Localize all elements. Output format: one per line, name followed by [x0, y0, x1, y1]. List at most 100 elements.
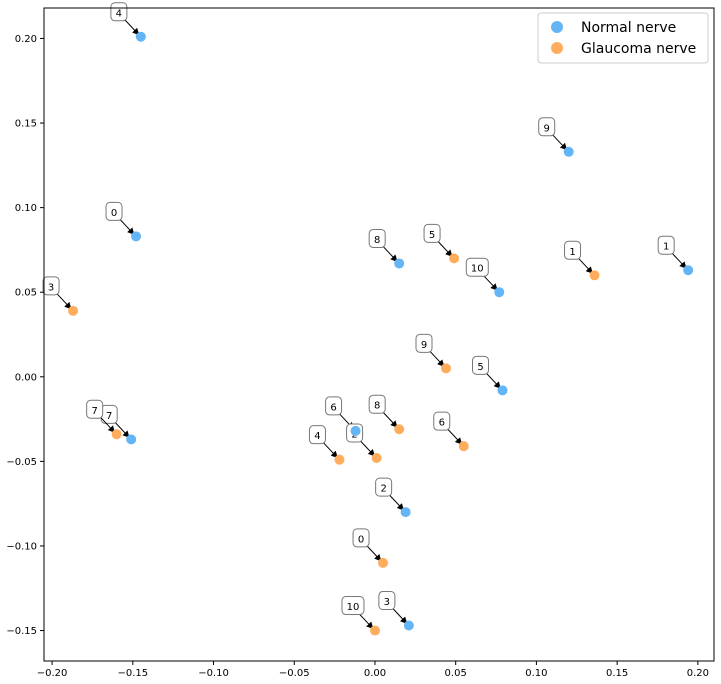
data-point	[350, 425, 361, 436]
data-point	[441, 363, 451, 374]
data-point	[589, 270, 600, 281]
annotation-arrow	[446, 427, 463, 445]
data-point	[400, 507, 411, 518]
annotation-label: 9	[544, 123, 550, 134]
axes-frame	[43, 7, 715, 662]
y-tick-label: 0.15	[15, 119, 37, 130]
data-point	[371, 452, 382, 463]
annotation-label: 2	[380, 484, 386, 495]
annotation-box	[352, 528, 370, 548]
y-tick-label: −0.05	[6, 457, 37, 468]
data-point	[369, 625, 380, 636]
annotation-label: 4	[314, 431, 320, 442]
annotation-arrow	[322, 441, 338, 459]
annotation-arrow	[55, 292, 72, 310]
annotation-box	[415, 333, 433, 353]
annotation-label: 6	[439, 418, 445, 429]
annotation-label: 8	[374, 401, 380, 412]
x-tick-label: 0.00	[364, 668, 386, 679]
annotation-box	[375, 477, 393, 497]
annotation-label: 7	[91, 406, 97, 417]
data-point	[68, 305, 79, 316]
data-point	[126, 434, 137, 445]
annotation-arrow	[359, 439, 376, 457]
data-point	[497, 385, 508, 396]
annotation-label: 8	[374, 235, 380, 246]
x-tick-label: −0.10	[198, 668, 229, 679]
annotation-box	[378, 590, 396, 610]
legend-label: Glaucoma nerve	[581, 41, 696, 57]
annotation-label: 1	[663, 242, 669, 253]
y-tick-label: −0.10	[6, 541, 37, 552]
annotation-label: 6	[330, 402, 336, 413]
x-tick-label: −0.05	[279, 668, 310, 679]
annotation-label: 10	[347, 602, 360, 613]
data-point	[394, 258, 405, 269]
annotation-box	[472, 355, 490, 375]
annotation-arrow	[381, 245, 398, 262]
annotation-label: 5	[477, 362, 483, 373]
annotation-arrow	[551, 133, 568, 151]
x-tick-label: 0.15	[606, 668, 628, 679]
legend-marker	[551, 21, 563, 33]
annotation-label: 3	[48, 282, 54, 293]
data-point	[449, 253, 460, 264]
annotation-arrow	[118, 218, 135, 235]
data-point	[458, 441, 469, 452]
annotation-arrow	[670, 251, 687, 269]
data-point	[334, 454, 345, 465]
annotation-box	[538, 117, 556, 137]
legend-box	[537, 12, 709, 64]
data-point	[494, 287, 505, 298]
annotation-box	[86, 399, 104, 419]
annotation-label: 1	[569, 247, 575, 258]
y-axis-ticks: −0.15 −0.10 −0.05 0.00 0.05 0.10 0.15 0.20	[6, 34, 44, 637]
data-point	[683, 265, 694, 276]
legend: Normal nerve Glaucoma nerve	[537, 12, 709, 64]
y-tick-label: 0.10	[15, 203, 37, 214]
annotation-arrow	[365, 544, 382, 562]
annotation-box	[341, 596, 365, 616]
annotation-layer: 012345678910012345678910	[42, 2, 687, 630]
legend-label: Normal nerve	[581, 20, 676, 36]
annotation-arrow	[391, 607, 408, 624]
annotation-box	[657, 235, 675, 255]
data-point	[131, 231, 142, 242]
annotation-box	[325, 396, 343, 416]
annotation-arrow	[577, 256, 594, 274]
annotation-box	[105, 201, 123, 221]
annotation-box	[368, 394, 386, 414]
annotation-box	[110, 2, 128, 22]
annotation-arrow	[99, 415, 116, 433]
annotation-arrow	[485, 371, 501, 389]
y-tick-label: 0.20	[15, 34, 37, 45]
annotation-label: 0	[111, 208, 117, 219]
annotation-label: 0	[358, 534, 364, 545]
x-tick-label: 0.10	[525, 668, 547, 679]
annotation-arrow	[381, 410, 398, 428]
y-tick-label: −0.15	[6, 626, 37, 637]
data-point	[563, 146, 574, 157]
annotation-arrow	[436, 240, 453, 257]
annotation-box	[564, 240, 582, 260]
annotation-label: 5	[429, 230, 435, 241]
y-tick-label: 0.05	[15, 288, 37, 299]
annotation-label: 9	[421, 340, 427, 351]
annotation-box	[433, 411, 451, 431]
annotation-label: 3	[384, 597, 390, 608]
points-layer	[68, 31, 694, 636]
annotation-box	[368, 228, 386, 248]
annotation-arrow	[123, 18, 140, 36]
annotation-box	[42, 276, 60, 296]
annotation-box	[465, 257, 489, 277]
data-point	[135, 31, 146, 42]
annotation-box	[423, 223, 441, 243]
x-tick-label: 0.20	[687, 668, 709, 679]
annotation-label: 10	[471, 264, 484, 275]
annotation-arrow	[357, 612, 374, 630]
x-axis-ticks: −0.20 −0.15 −0.10 −0.05 0.00 0.05 0.10 0.15 0.20	[37, 661, 709, 679]
data-point	[111, 429, 122, 440]
x-tick-label: −0.20	[37, 668, 68, 679]
data-point	[378, 557, 389, 568]
